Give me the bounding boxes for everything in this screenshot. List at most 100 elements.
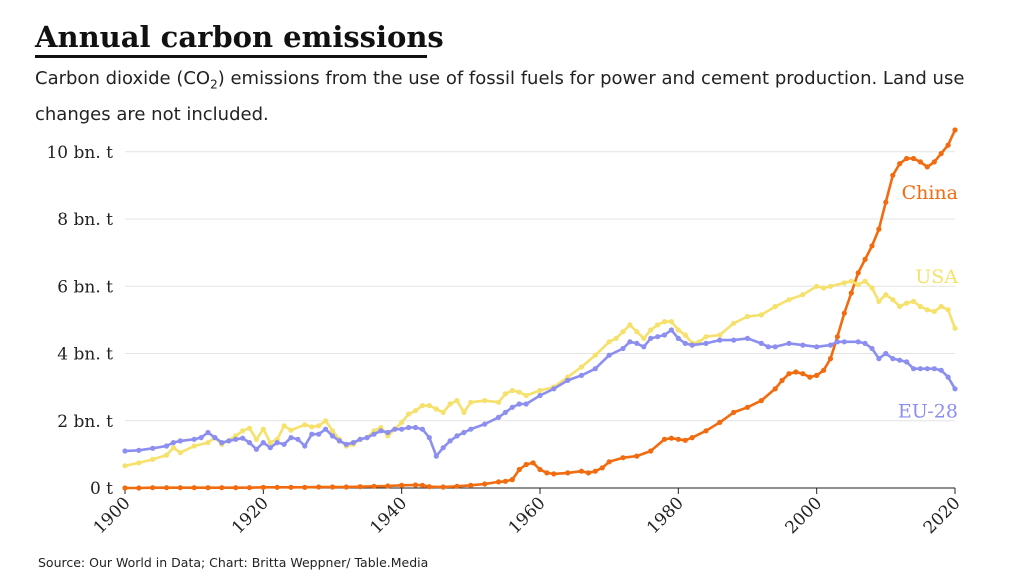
data-point-usa: [482, 398, 488, 404]
data-point-eu-28: [288, 435, 294, 441]
data-point-eu-28: [516, 401, 522, 407]
data-point-eu-28: [392, 426, 398, 432]
data-point-eu-28: [170, 440, 176, 446]
data-point-eu-28: [938, 367, 944, 373]
data-point-usa: [744, 313, 751, 320]
y-tick-label: 2 bn. t: [57, 412, 113, 432]
data-point-china: [952, 127, 958, 133]
data-point-china: [910, 155, 917, 162]
data-point-china: [329, 484, 336, 490]
y-tick-label: 6 bn. t: [57, 277, 113, 297]
data-point-eu-28: [952, 386, 958, 392]
data-point-eu-28: [772, 344, 778, 350]
data-point-china: [509, 477, 515, 483]
series-usa: [122, 278, 958, 469]
data-point-eu-28: [426, 435, 432, 441]
data-point-china: [274, 484, 280, 490]
y-tick-label: 4 bn. t: [57, 345, 113, 365]
data-point-eu-28: [302, 443, 308, 449]
data-point-china: [744, 404, 751, 410]
data-point-usa: [447, 401, 453, 407]
data-point-eu-28: [495, 414, 502, 420]
data-point-china: [703, 428, 709, 434]
data-point-china: [758, 398, 764, 404]
data-point-eu-28: [703, 340, 709, 346]
data-point-china: [779, 377, 785, 383]
data-point-usa: [606, 339, 612, 345]
data-point-usa: [613, 335, 619, 341]
data-point-usa: [136, 460, 142, 466]
data-point-china: [578, 468, 585, 474]
data-point-eu-28: [295, 436, 301, 442]
data-point-eu-28: [274, 440, 280, 446]
data-point-usa: [648, 327, 654, 333]
data-point-china: [682, 437, 688, 443]
data-point-eu-28: [343, 441, 349, 447]
series-line-usa: [123, 279, 957, 468]
data-point-china: [924, 164, 930, 170]
data-point-eu-28: [537, 392, 543, 399]
data-point-eu-28: [897, 357, 903, 363]
data-point-usa: [592, 352, 598, 358]
data-point-china: [537, 466, 543, 473]
data-point-usa: [668, 319, 675, 325]
data-point-china: [904, 155, 910, 162]
data-point-eu-28: [668, 327, 675, 333]
series-eu-28: [122, 327, 958, 459]
data-point-eu-28: [890, 356, 896, 362]
data-point-usa: [945, 307, 951, 313]
data-point-usa: [876, 298, 882, 304]
data-point-eu-28: [281, 441, 287, 447]
data-point-eu-28: [502, 409, 508, 415]
data-point-china: [371, 483, 377, 489]
data-point-china: [917, 159, 924, 165]
data-point-china: [191, 485, 197, 491]
data-point-china: [412, 482, 419, 488]
data-point-usa: [675, 327, 681, 333]
data-point-eu-28: [136, 447, 142, 453]
data-point-usa: [246, 425, 253, 431]
x-tick-label: 2020: [920, 493, 965, 538]
x-tick-label: 2000: [781, 493, 826, 538]
data-point-china: [793, 369, 799, 375]
data-point-usa: [800, 292, 806, 298]
data-point-china: [260, 484, 266, 490]
data-point-usa: [509, 387, 515, 394]
data-point-eu-28: [509, 404, 515, 410]
data-point-usa: [454, 398, 460, 404]
data-point-china: [772, 386, 778, 392]
data-point-china: [302, 484, 308, 490]
data-point-china: [855, 270, 861, 276]
data-point-china: [150, 485, 156, 491]
data-point-china: [205, 485, 211, 491]
data-point-eu-28: [406, 424, 412, 431]
data-point-eu-28: [364, 435, 370, 441]
data-point-china: [122, 485, 128, 491]
data-point-china: [565, 470, 571, 476]
data-point-eu-28: [834, 339, 841, 345]
data-point-china: [648, 448, 654, 454]
data-point-eu-28: [433, 453, 439, 459]
data-point-china: [288, 484, 294, 490]
x-tick-label: 1920: [228, 493, 273, 538]
data-point-usa: [302, 422, 308, 428]
x-tick-label: 1940: [366, 493, 411, 538]
data-point-usa: [717, 332, 723, 338]
data-point-usa: [661, 319, 668, 325]
data-point-eu-28: [744, 335, 751, 341]
data-point-eu-28: [260, 440, 266, 446]
x-tick-label: 1980: [643, 493, 688, 538]
data-point-china: [834, 334, 841, 340]
data-point-usa: [495, 399, 502, 405]
data-point-usa: [897, 303, 903, 310]
data-point-eu-28: [309, 431, 315, 437]
data-point-china: [523, 461, 529, 468]
data-point-eu-28: [253, 446, 259, 452]
data-point-eu-28: [219, 440, 225, 446]
data-point-eu-28: [765, 344, 771, 350]
data-point-eu-28: [786, 340, 792, 346]
data-point-china: [592, 468, 598, 474]
data-point-eu-28: [226, 438, 232, 444]
data-point-usa: [655, 322, 661, 328]
data-point-eu-28: [198, 435, 204, 441]
